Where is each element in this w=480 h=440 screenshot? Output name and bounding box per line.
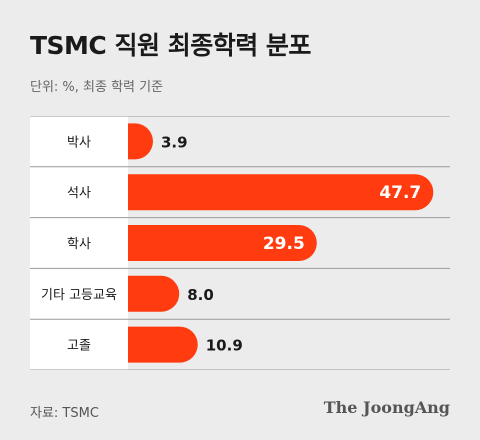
category-label-column [30,116,128,370]
bar-5 [128,326,198,363]
bar-3 [128,225,317,261]
category-label: 박사 [67,135,91,150]
brand-logo: The JoongAng [323,398,450,417]
label-column-background [30,116,128,370]
bar-1 [128,123,153,160]
value-label: 10.9 [206,337,243,355]
bar-2 [128,174,434,211]
bars-group [128,123,434,363]
category-label: 석사 [67,186,91,201]
dividers-group [30,116,450,370]
value-label: 3.9 [161,133,188,151]
chart-title: TSMC 직원 최종학력 분포 [30,31,311,60]
value-label: 8.0 [187,286,214,304]
category-label: 고졸 [67,339,91,354]
source-note: 자료: TSMC [30,406,99,421]
value-label: 29.5 [263,234,305,254]
bar-4 [128,275,180,312]
category-label: 기타 고등교육 [41,288,117,303]
value-label: 47.7 [379,183,421,203]
category-label: 학사 [67,237,91,252]
chart-subtitle: 단위: %, 최종 학력 기준 [30,80,164,95]
value-labels: 3.9 47.7 29.5 8.0 10.9 [161,133,421,354]
